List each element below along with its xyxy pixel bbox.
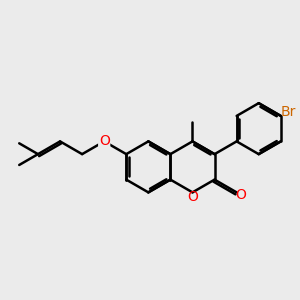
Text: O: O (235, 188, 246, 202)
Text: O: O (99, 134, 110, 148)
Text: Br: Br (280, 105, 295, 119)
Text: O: O (187, 190, 198, 205)
